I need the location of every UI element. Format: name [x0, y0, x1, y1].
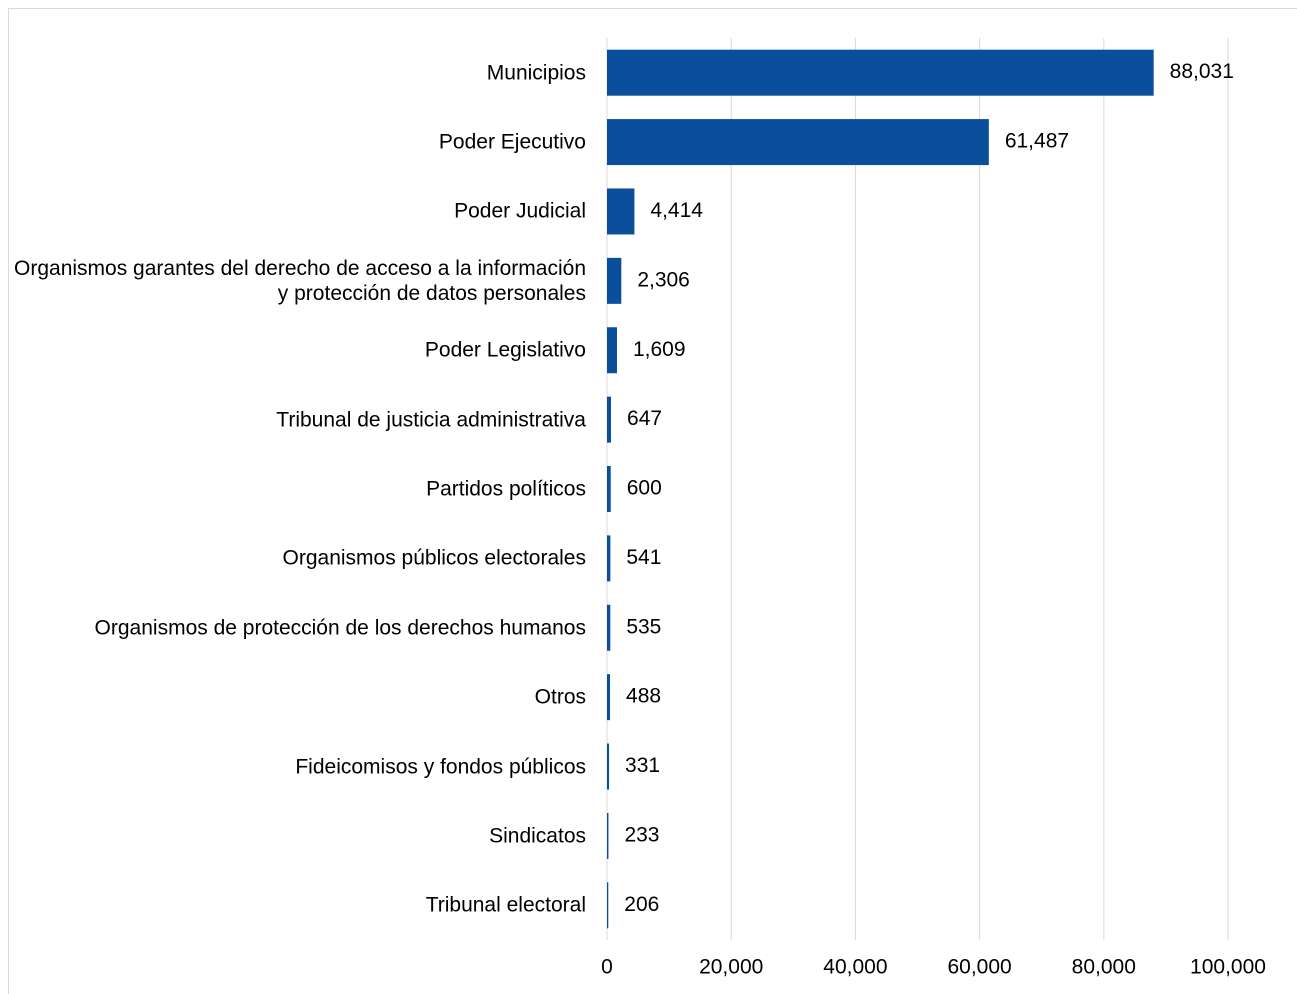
data-label: 1,609	[633, 338, 686, 361]
bar	[607, 674, 611, 721]
y-tick-label: Tribunal electoral	[425, 893, 586, 917]
y-tick-label: Tribunal de justicia administrativa	[276, 408, 586, 432]
bar	[607, 466, 611, 512]
y-tick-label: Organismos de protección de los derechos…	[94, 616, 586, 640]
bar	[607, 119, 989, 166]
x-tick-label: 80,000	[1072, 956, 1136, 979]
chart-frame	[8, 8, 1297, 994]
bar	[607, 882, 609, 929]
data-label: 535	[626, 615, 661, 638]
bar	[607, 188, 635, 235]
x-tick-label: 100,000	[1190, 956, 1266, 979]
data-label: 206	[624, 893, 659, 916]
y-tick-label: Organismos públicos electorales	[282, 546, 586, 570]
data-label: 2,306	[637, 268, 690, 291]
y-tick-label: Organismos garantes del derecho de acces…	[14, 256, 586, 305]
y-tick-label: Otros	[534, 685, 586, 709]
data-label: 331	[625, 754, 660, 777]
y-tick-label: Poder Ejecutivo	[438, 130, 586, 154]
data-label: 600	[627, 477, 662, 500]
data-label: 541	[626, 546, 661, 569]
data-label: 88,031	[1170, 60, 1234, 83]
y-tick-label: Sindicatos	[489, 824, 586, 848]
bar	[607, 535, 611, 582]
x-tick-label: 0	[601, 956, 613, 979]
x-tick-label: 20,000	[699, 956, 763, 979]
data-label: 488	[626, 685, 661, 708]
data-label: 61,487	[1005, 130, 1069, 153]
bar	[607, 396, 612, 443]
bar	[607, 257, 622, 304]
data-label: 4,414	[650, 199, 703, 222]
y-tick-label: Fideicomisos y fondos públicos	[295, 755, 586, 779]
y-tick-label: Poder Legislativo	[424, 338, 586, 362]
bar	[607, 812, 609, 859]
x-tick-label: 60,000	[947, 956, 1011, 979]
bar	[607, 743, 610, 790]
y-tick-label: Municipios	[486, 61, 586, 85]
data-label: 233	[624, 823, 659, 846]
y-tick-label: Poder Judicial	[454, 199, 586, 223]
bar	[607, 604, 611, 651]
data-label: 647	[627, 407, 662, 430]
y-tick-label: Partidos políticos	[426, 477, 586, 501]
bar	[607, 327, 617, 374]
bar	[607, 49, 1154, 96]
x-tick-label: 40,000	[823, 956, 887, 979]
